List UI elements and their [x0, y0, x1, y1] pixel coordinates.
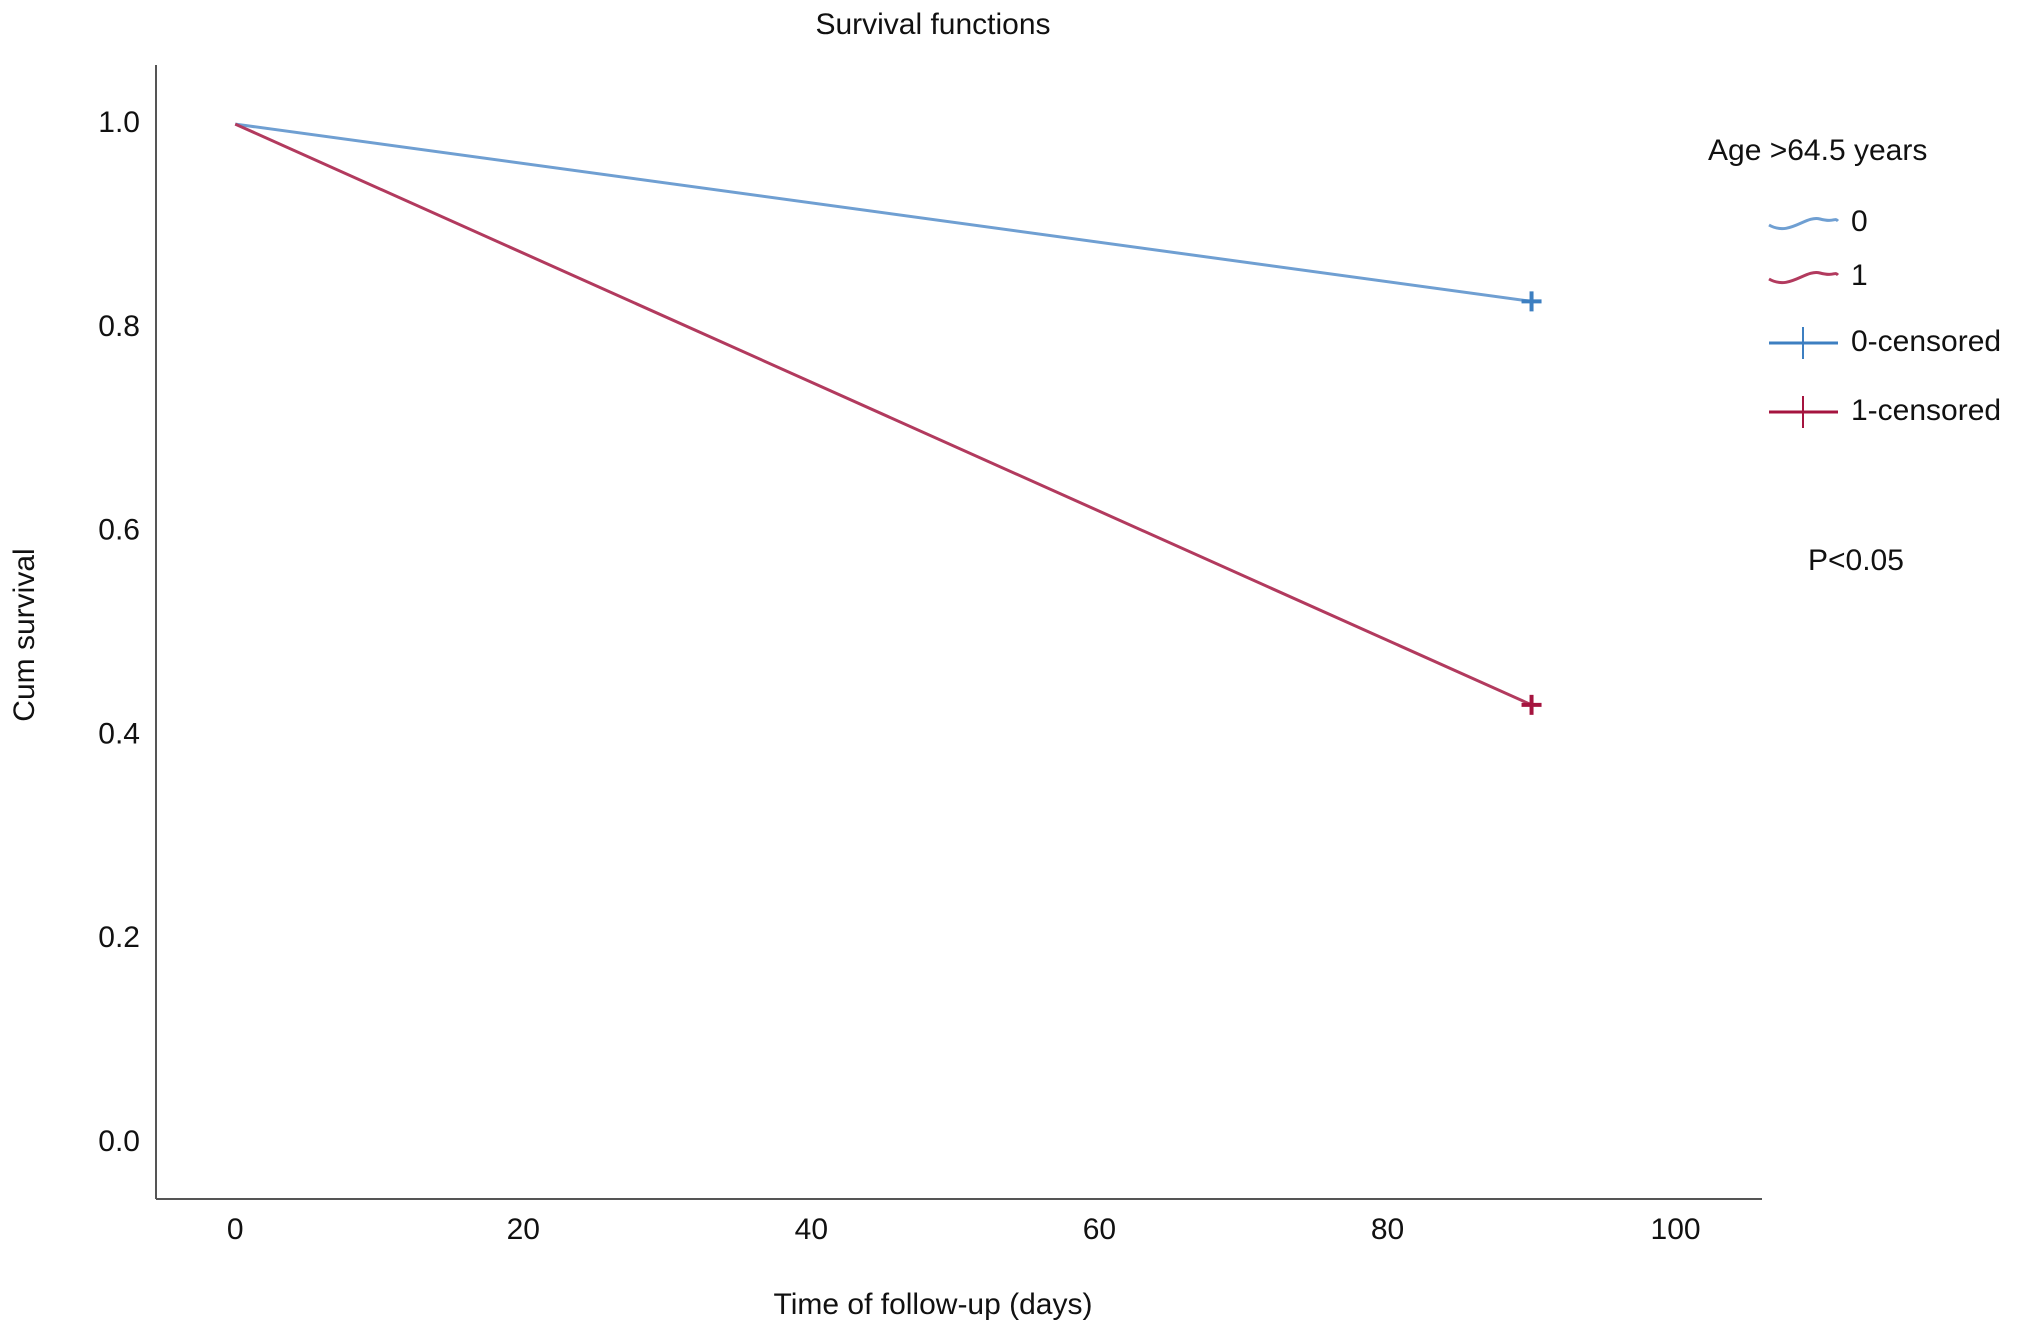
y-tick-label: 0.8	[98, 310, 140, 343]
chart-title: Survival functions	[815, 8, 1050, 41]
y-tick-label: 0.6	[98, 514, 140, 547]
y-tick-label: 1.0	[98, 106, 140, 139]
legend-label: 1	[1851, 259, 1868, 292]
y-tick-label: 0.0	[98, 1125, 140, 1158]
legend-label: 1-censored	[1851, 394, 2001, 427]
legend-label: 0-censored	[1851, 325, 2001, 358]
y-tick-label: 0.2	[98, 921, 140, 954]
censor-mark	[1521, 694, 1542, 715]
survival-line	[234, 122, 1533, 707]
legend-symbol	[1768, 217, 1840, 231]
y-tick-label: 0.4	[98, 717, 140, 750]
legend-symbol	[1768, 271, 1840, 285]
x-axis-label: Time of follow-up (days)	[774, 1288, 1093, 1321]
x-tick-label: 60	[1083, 1213, 1116, 1246]
x-tick-label: 40	[795, 1213, 828, 1246]
x-tick-label: 0	[227, 1213, 244, 1246]
annotation: P<0.05	[1808, 544, 1904, 577]
x-tick-label: 100	[1651, 1213, 1701, 1246]
censor-mark	[1521, 291, 1542, 312]
survival-line	[235, 122, 1532, 303]
legend-label: 0	[1851, 205, 1868, 238]
y-axis-label: Cum survival	[8, 548, 41, 721]
x-tick-label: 20	[507, 1213, 540, 1246]
x-tick-label: 80	[1371, 1213, 1404, 1246]
legend-title: Age >64.5 years	[1708, 134, 1927, 167]
